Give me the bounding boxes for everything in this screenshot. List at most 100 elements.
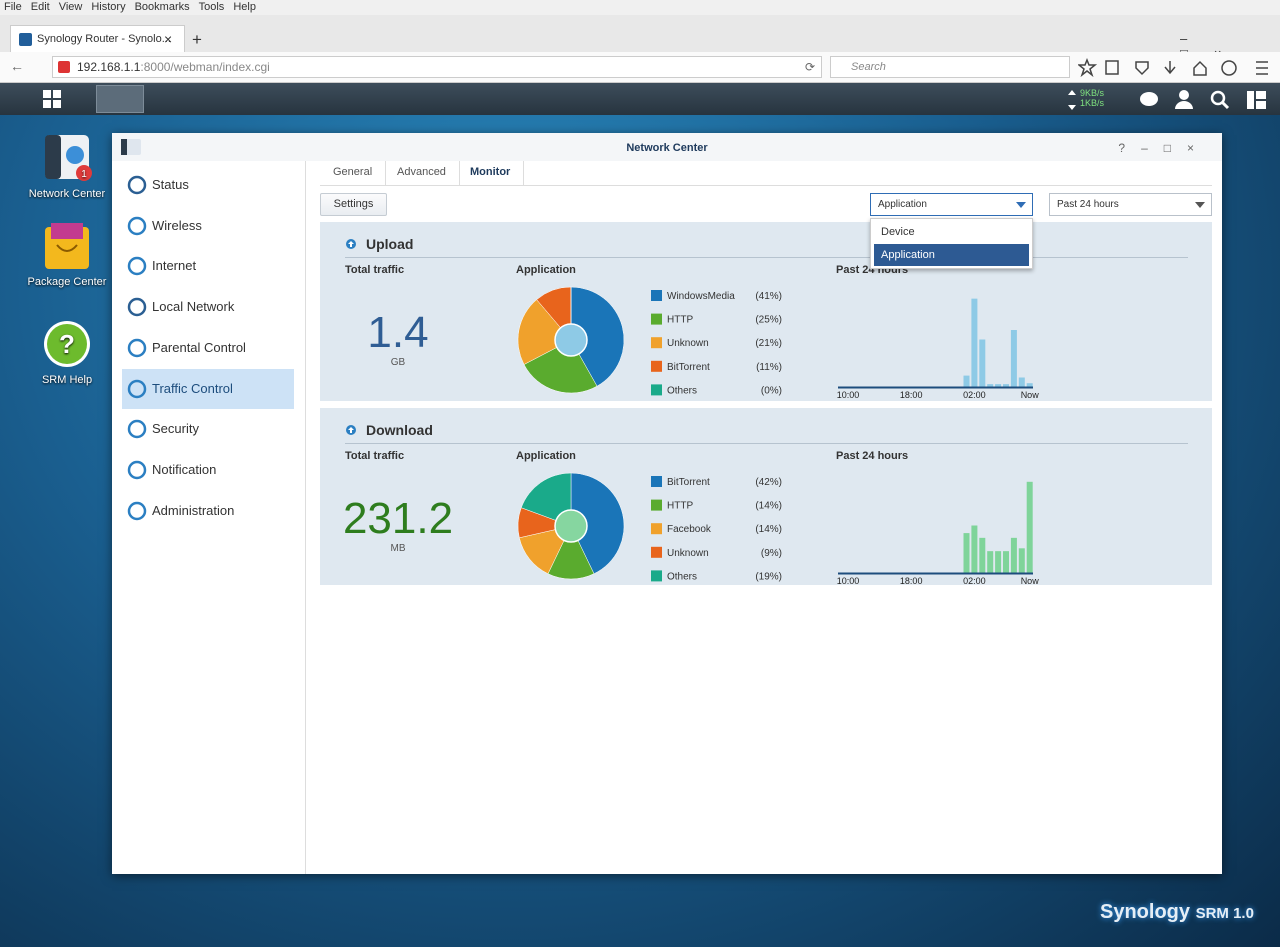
legend-swatch (651, 499, 662, 511)
x-tick-label: 02:00 (963, 390, 986, 400)
sidebar-icon (127, 379, 147, 398)
legend-label: Facebook (667, 524, 712, 535)
tab-close[interactable]: × (164, 31, 173, 47)
tab[interactable]: Monitor (457, 161, 525, 185)
legend-label: HTTP (667, 501, 693, 512)
search-placeholder: Search (851, 61, 886, 73)
app-window: Network Center ?–□× Status Wireless Intern… (112, 133, 1222, 874)
bar (987, 551, 994, 573)
x-tick-label: 10:00 (837, 390, 860, 400)
sidebar-icon (127, 297, 147, 317)
x-tick-label: 18:00 (900, 576, 923, 586)
legend-swatch (651, 313, 662, 325)
back-button[interactable]: ← (10, 58, 24, 74)
menu-item[interactable]: View (58, 1, 83, 13)
taskbar-tools[interactable] (1138, 89, 1273, 111)
badge: 1 (81, 169, 87, 180)
sidebar-item[interactable]: Administration (122, 491, 294, 531)
menu-item[interactable]: File (4, 1, 22, 13)
taskbar-app[interactable] (96, 85, 144, 113)
icon-shape (127, 297, 147, 317)
sidebar-item[interactable]: Parental Control (122, 328, 294, 368)
total-value: 231.2 (343, 494, 453, 543)
menu-bar: File Edit View History Bookmarks Tools Help (0, 0, 1280, 15)
sidebar-item[interactable]: Notification (122, 450, 294, 490)
toolbar-icons[interactable] (1078, 58, 1273, 78)
icon-shape (127, 257, 147, 276)
tab[interactable]: Advanced (384, 161, 460, 185)
total-unit: GB (391, 357, 406, 368)
bar (963, 533, 970, 573)
sidebar-icon (127, 175, 147, 195)
period-select-value: Past 24 hours (1057, 199, 1119, 210)
bar (979, 537, 986, 573)
window-title-bar: Network Center ?–□× (112, 133, 1222, 161)
x-tick-label: 02:00 (963, 576, 986, 586)
settings-button[interactable]: Settings (320, 193, 387, 216)
legend-value: (42%) (755, 477, 782, 488)
sidebar: Status Wireless Internet Local Network Paren… (112, 161, 306, 874)
sidebar-icon (127, 501, 147, 520)
url-host: 192.168.1.1 (77, 60, 141, 74)
sidebar-icon (127, 216, 147, 235)
nav-bar: ← 192.168.1.1:8000/webman/index.cgi ⟳ Se… (0, 52, 1280, 83)
reload[interactable]: ⟳ (804, 60, 815, 74)
menu-item[interactable]: Bookmarks (134, 1, 190, 13)
icon-shape (127, 501, 147, 520)
chart-title: Application (516, 264, 576, 276)
pie-hole (554, 509, 588, 543)
sidebar-item[interactable]: Wireless (122, 206, 294, 246)
sidebar-icon (127, 338, 147, 358)
taskbar: 9KB/s 1KB/s (0, 83, 1280, 115)
sidebar-item[interactable]: Traffic Control (122, 368, 294, 409)
main-menu-button[interactable] (43, 90, 61, 108)
view-select[interactable]: Application (870, 193, 1033, 216)
sidebar-item[interactable]: Internet (122, 246, 294, 286)
dropdown-option[interactable]: Application (874, 244, 1029, 266)
menu-item[interactable]: Tools (198, 1, 225, 13)
new-tab[interactable]: + (192, 30, 202, 49)
brand-name: Synology (1100, 901, 1191, 923)
desktop-icon[interactable]: 1 Network Center (22, 133, 112, 200)
desktop-icon[interactable]: Package Center (22, 221, 112, 288)
window-title: Network Center (626, 142, 708, 154)
url-bar[interactable]: 192.168.1.1:8000/webman/index.cgi ⟳ (52, 56, 822, 78)
window-controls[interactable]: ?–□× (1118, 141, 1210, 155)
period-select[interactable]: Past 24 hours (1049, 193, 1212, 216)
icon-shape (127, 338, 147, 358)
bar (987, 384, 994, 387)
legend-swatch (651, 476, 662, 487)
traffic-panel: Download Total traffic 231.2 MB Application B… (320, 408, 1212, 586)
product-name: SRM 1.0 (1195, 905, 1254, 922)
bar (995, 551, 1002, 573)
speed-arrows (1068, 90, 1076, 110)
view-select-value: Application (878, 199, 927, 210)
tab[interactable]: General (320, 161, 387, 185)
panel-canvas: Upload Total traffic 1.4GB Application Windo… (345, 236, 1188, 400)
bar (995, 384, 1002, 387)
legend-label: BitTorrent (667, 477, 710, 488)
sidebar-item[interactable]: Status (122, 165, 294, 205)
menu-item[interactable]: History (91, 1, 126, 13)
desktop-icon[interactable]: ? SRM Help (22, 319, 112, 386)
menu-item[interactable]: Help (233, 1, 256, 13)
bar (1003, 384, 1009, 387)
traffic-panel: Upload Total traffic 1.4 GB Application Windo… (320, 222, 1212, 401)
pie-slice (570, 472, 625, 575)
chart-title: Application (516, 450, 576, 462)
legend-swatch (651, 290, 662, 301)
browser-tab[interactable]: Synology Router - Synolo... × (10, 25, 185, 52)
search-box[interactable]: Search (830, 56, 1070, 78)
menu-item[interactable]: Edit (30, 1, 50, 13)
sidebar-item[interactable]: Security (122, 409, 294, 449)
panel-canvas: Download Total traffic 231.2MB Application B… (343, 422, 1188, 586)
legend-label: HTTP (667, 315, 693, 326)
legend-value: (19%) (755, 571, 782, 582)
dropdown-option[interactable]: Device (881, 226, 915, 238)
legend-value: (0%) (761, 385, 782, 396)
legend-value: (14%) (755, 501, 782, 512)
window-icon (121, 139, 141, 155)
sidebar-item[interactable]: Local Network (122, 287, 294, 327)
legend-value: (14%) (755, 524, 782, 535)
bar (1026, 383, 1033, 387)
